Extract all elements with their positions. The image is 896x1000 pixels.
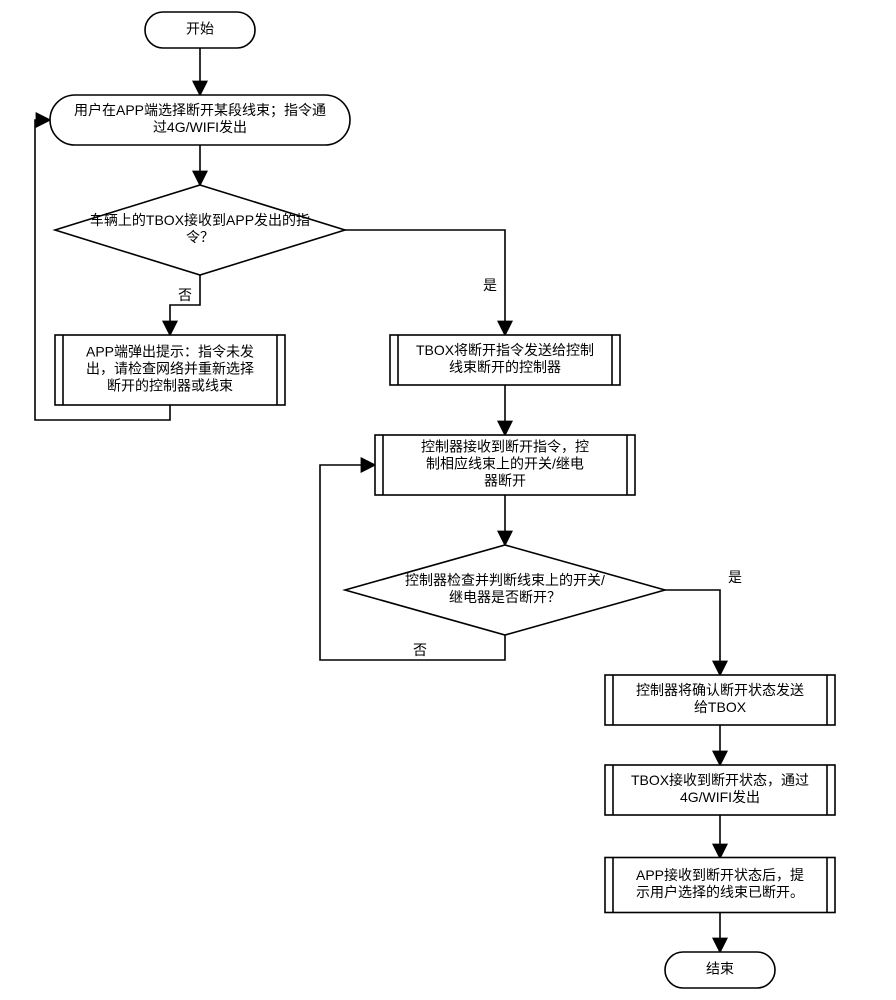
node-text: 令？	[186, 229, 214, 245]
node-n7: APP接收到断开状态后，提示用户选择的线束已断开。	[605, 858, 835, 913]
node-text: 控制器检查并判断线束上的开关/	[405, 572, 605, 588]
node-text: 4G/WIFI发出	[680, 789, 760, 805]
flowchart-canvas: 否是是否开始用户在APP端选择断开某段线束；指令通过4G/WIFI发出车辆上的T…	[0, 0, 896, 1000]
edge-label: 否	[178, 287, 192, 303]
node-text: 示用户选择的线束已断开。	[636, 884, 804, 900]
edge	[665, 590, 720, 675]
node-d1: 车辆上的TBOX接收到APP发出的指令？	[55, 185, 345, 275]
node-text: APP端弹出提示：指令未发	[86, 344, 254, 360]
node-text: 结束	[706, 961, 734, 977]
node-text: 线束断开的控制器	[449, 359, 561, 375]
node-text: 继电器是否断开？	[449, 589, 561, 605]
node-text: APP接收到断开状态后，提	[636, 867, 804, 883]
node-n3: TBOX将断开指令发送给控制线束断开的控制器	[390, 335, 620, 385]
node-d2: 控制器检查并判断线束上的开关/继电器是否断开？	[345, 545, 665, 635]
node-n1: 用户在APP端选择断开某段线束；指令通过4G/WIFI发出	[50, 95, 350, 145]
edge	[170, 275, 200, 335]
node-text: 制相应线束上的开关/继电	[426, 456, 584, 472]
node-text: 控制器将确认断开状态发送	[636, 682, 804, 698]
edge-label: 是	[483, 277, 497, 293]
edge-label: 否	[413, 642, 427, 658]
node-n2: APP端弹出提示：指令未发出，请检查网络并重新选择断开的控制器或线束	[55, 335, 285, 405]
node-text: 出，请检查网络并重新选择	[86, 361, 254, 377]
node-start: 开始	[145, 12, 255, 48]
edge-label: 是	[728, 569, 742, 585]
node-end: 结束	[665, 952, 775, 988]
node-text: 给TBOX	[694, 699, 747, 715]
node-text: 过4G/WIFI发出	[153, 119, 247, 135]
node-text: TBOX接收到断开状态，通过	[631, 772, 809, 788]
node-text: 器断开	[484, 473, 526, 489]
node-text: 断开的控制器或线束	[107, 378, 233, 394]
node-text: 用户在APP端选择断开某段线束；指令通	[74, 102, 326, 119]
node-text: 车辆上的TBOX接收到APP发出的指	[90, 212, 310, 228]
node-n6: TBOX接收到断开状态，通过4G/WIFI发出	[605, 765, 835, 815]
node-text: 控制器接收到断开指令，控	[421, 439, 589, 455]
node-text: 开始	[186, 21, 214, 37]
node-text: TBOX将断开指令发送给控制	[416, 342, 594, 358]
node-n5: 控制器将确认断开状态发送给TBOX	[605, 675, 835, 725]
node-n4: 控制器接收到断开指令，控制相应线束上的开关/继电器断开	[375, 435, 635, 495]
edge	[345, 230, 505, 335]
